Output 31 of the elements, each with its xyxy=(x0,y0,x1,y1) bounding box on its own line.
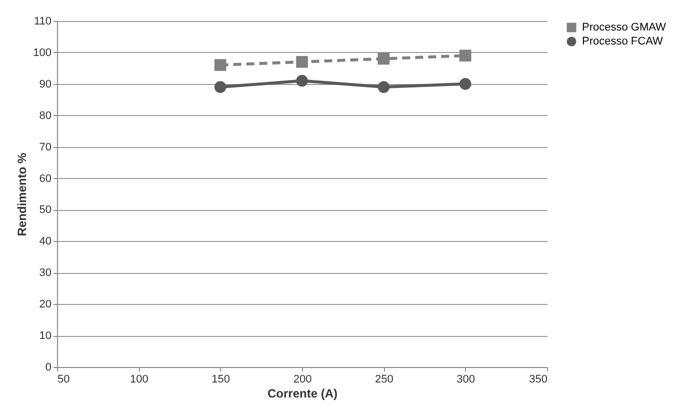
x-tick-label: 200 xyxy=(293,374,312,386)
y-tick-label: 10 xyxy=(39,330,52,342)
point xyxy=(296,56,308,68)
y-tick-label: 90 xyxy=(39,78,52,90)
point xyxy=(459,78,472,90)
legend-label: Processo GMAW xyxy=(582,22,667,34)
y-tick-label: 60 xyxy=(39,172,52,185)
point xyxy=(378,81,390,93)
x-tick-label: 350 xyxy=(529,374,548,386)
y-tick-label: 80 xyxy=(39,110,52,122)
legend-label: Processo FCAW xyxy=(582,36,664,48)
x-tick-label: 50 xyxy=(58,374,70,386)
y-tick-label: 30 xyxy=(39,267,52,280)
y-tick-label: 70 xyxy=(39,141,52,154)
y-tick-label: 40 xyxy=(39,236,52,248)
y-tick-label: 50 xyxy=(39,204,52,216)
point xyxy=(378,52,390,65)
point xyxy=(459,50,472,62)
y-tick-label: 0 xyxy=(45,362,52,374)
point xyxy=(214,59,226,71)
x-tick-label: 100 xyxy=(130,374,148,386)
y-tick-label: 110 xyxy=(34,16,52,28)
y-tick-label: 100 xyxy=(33,46,52,59)
point xyxy=(214,81,226,93)
x-tick-label: 300 xyxy=(456,374,476,386)
y-axis-title: Rendimento % xyxy=(15,152,30,236)
x-tick-label: 250 xyxy=(374,374,394,386)
point xyxy=(296,74,308,87)
x-tick-label: 150 xyxy=(212,374,230,386)
y-tick-label: 20 xyxy=(39,298,52,311)
x-axis-title: Corrente (A) xyxy=(267,386,338,400)
